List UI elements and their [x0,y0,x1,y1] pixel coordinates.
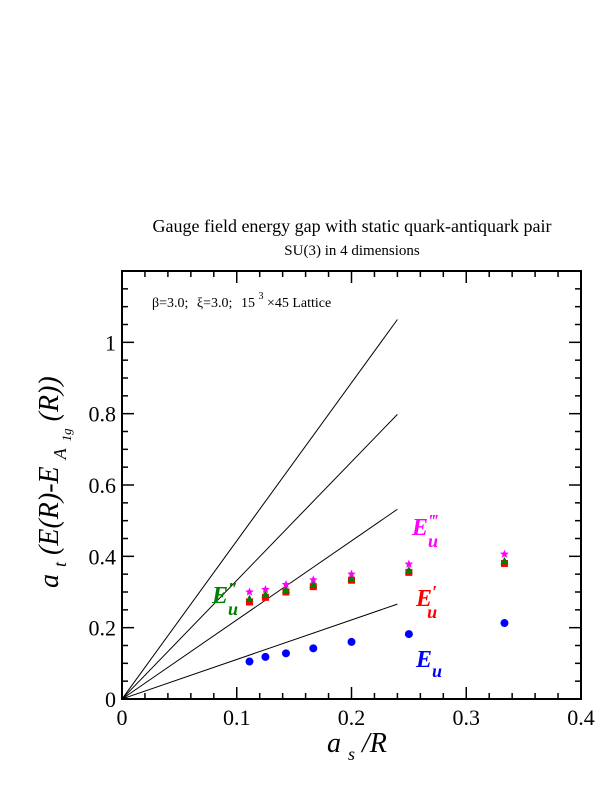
data-point [309,580,318,588]
series-2 [245,556,509,603]
x-tick-label: 0.3 [453,705,481,730]
data-point [245,594,254,603]
data-point [404,559,414,568]
y-axis-label-main: a [34,574,65,588]
data-point [500,619,509,628]
series-label-base: E [415,647,432,673]
x-axis-label-rest: /R [360,728,387,759]
y-axis-label-sub3: 1g [59,428,74,442]
y-tick-label: 1 [105,330,116,355]
data-point [347,637,356,646]
x-tick-label: 0.1 [223,705,251,730]
series-label: E‴ u [411,511,438,551]
data-point [500,549,509,558]
x-tick-label: 0.2 [338,705,366,730]
series-label-base: E [211,583,228,609]
x-axis-label-main: a [327,728,341,759]
series-label-sub: u [432,661,442,681]
annotation-lattice-exp: 3 [258,291,263,302]
x-axis-label: a s /R [327,728,387,767]
chart-title: Gauge field energy gap with static quark… [152,216,551,236]
data-point [500,556,509,565]
series-label-sub: u [428,531,438,551]
y-tick-label: 0.4 [89,544,117,569]
series-label-sub: u [427,602,437,622]
reference-lines [121,319,398,700]
data-markers [245,549,509,666]
data-point [245,587,254,596]
series-label-sub: u [228,599,238,619]
lattice-annotation: β=3.0; ξ=3.0; 15 3 ×45 Lattice [152,288,331,311]
chart-subtitle: SU(3) in 4 dimensions [284,243,420,259]
series-labels: EuE′ uE″ uE‴ u [211,511,442,681]
series-label-prime: ‴ [428,511,438,531]
series-label: Eu [415,647,442,681]
data-point [245,657,254,666]
y-axis-label-sub: t [50,561,70,567]
data-point [281,585,290,593]
reference-line [121,603,398,700]
data-point [309,644,318,653]
annotation-beta: β=3.0; [152,296,188,311]
data-point [309,575,318,584]
data-point [281,580,291,589]
x-axis-label-sub: s [348,744,355,764]
y-tick-label: 0 [105,687,116,712]
data-point [281,649,290,658]
plot-border [121,270,582,700]
series-label-base: E [411,515,428,541]
series-3 [245,549,509,596]
reference-line [121,319,398,700]
series-label: E″ u [211,579,238,619]
annotation-xi: ξ=3.0; [197,296,233,311]
series-label-prime: ′ [432,582,437,602]
y-axis-label: a t (E(R)-E A 1g (R)) [34,376,78,588]
series-label-prime: ″ [228,579,238,599]
y-axis-label-sub2: A [50,447,70,460]
y-axis-label-rest2: (R)) [34,376,65,421]
y-tick-label: 0.2 [89,616,117,641]
data-point [261,585,270,594]
annotation-lattice-rest: ×45 Lattice [267,296,331,311]
data-point [404,566,413,574]
annotation-lattice-base: 15 [241,296,255,311]
series-0 [245,619,509,666]
series-label-base: E [415,586,432,612]
y-tick-label: 0.6 [89,473,117,498]
data-point [347,569,356,578]
y-axis-label-rest: (E(R)-E [34,466,65,555]
series-label: E′ u [415,582,437,622]
reference-line [121,508,398,700]
data-point [261,652,270,661]
x-tick-label: 0.4 [567,705,595,730]
data-point [347,573,356,582]
axis-ticks: 0 0.1 0.2 0.3 0.4 0 0.2 0.4 0.6 0.8 1 [89,270,595,730]
data-point [404,630,413,639]
reference-line [121,414,398,700]
x-tick-label: 0 [117,705,128,730]
data-point [261,590,270,598]
y-tick-label: 0.8 [89,402,117,427]
plot-frame [121,270,582,700]
